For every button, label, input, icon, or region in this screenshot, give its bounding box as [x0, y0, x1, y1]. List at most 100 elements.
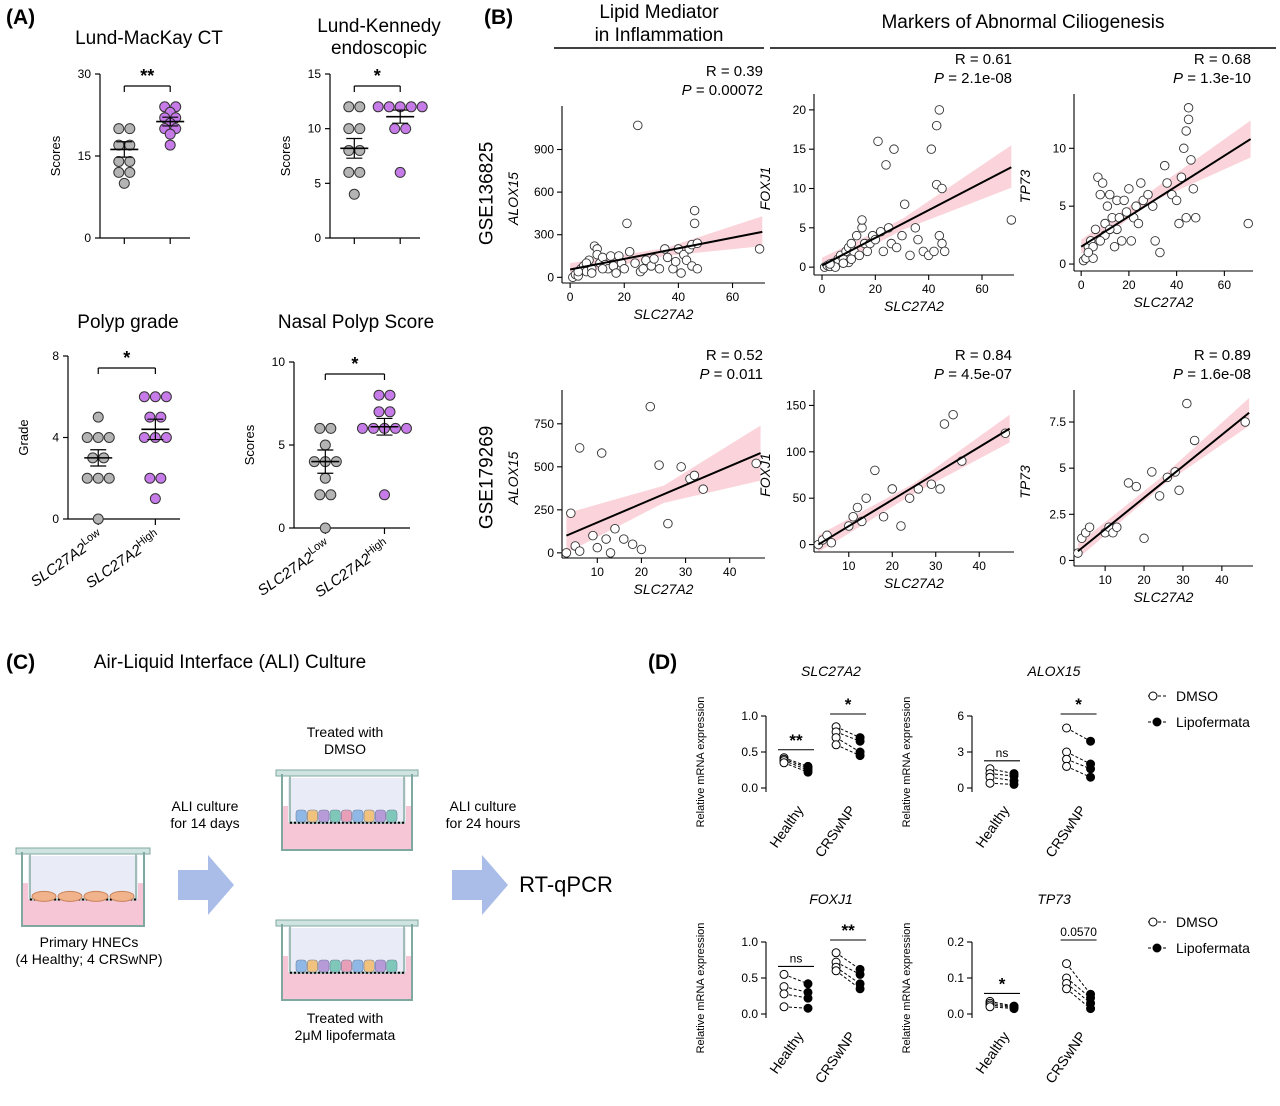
- y-tick-label: 250: [534, 503, 554, 517]
- data-point: [400, 422, 412, 434]
- r-value: R = 0.68: [1194, 51, 1251, 68]
- y-tick-label: 0: [278, 521, 285, 535]
- r-value: R = 0.89: [1194, 347, 1251, 364]
- data-point: [948, 409, 958, 420]
- plot-title: Nasal Polyp Score: [278, 312, 434, 333]
- data-point: [1183, 114, 1194, 125]
- y-axis-label: Relative mRNA expression: [901, 697, 913, 828]
- data-point: [1105, 189, 1115, 200]
- y-axis-label: FOXJ1: [757, 453, 773, 497]
- lipofermata-point: [803, 767, 813, 777]
- data-point: [319, 472, 331, 484]
- legend-lipo-marker: [1152, 717, 1162, 727]
- data-point: [935, 484, 945, 494]
- y-tick-label: 150: [786, 398, 806, 412]
- data-point: [1240, 417, 1250, 427]
- data-point: [149, 391, 161, 403]
- legend-dmso-label: DMSO: [1176, 688, 1218, 704]
- data-point: [870, 465, 880, 476]
- y-tick-label: 15: [308, 67, 322, 81]
- x-tick-label: 20: [869, 282, 883, 296]
- dmso-point: [985, 1002, 995, 1012]
- y-axis-label: TP73: [1017, 465, 1033, 499]
- y-tick-label: 0.1: [947, 971, 964, 985]
- legend-dmso-label: DMSO: [1176, 914, 1218, 930]
- x-tick-label: 40: [1170, 278, 1184, 292]
- scatter-B23: 0 2.5 5 7.5 10 20 30 40 SLC27A2 TP73 R = 0.89 P = 1…: [1017, 347, 1253, 605]
- dmso-point: [779, 989, 789, 999]
- data-point: [314, 489, 326, 501]
- x-axis-label: SLC27A2: [1134, 589, 1194, 605]
- pair-line: [1066, 977, 1091, 999]
- data-point: [905, 250, 915, 261]
- data-point: [1143, 189, 1153, 200]
- y-tick-label: 500: [534, 460, 554, 474]
- y-tick-label: 0: [957, 781, 964, 795]
- y-axis-label: ALOX15: [505, 172, 521, 226]
- data-point: [663, 518, 673, 529]
- plot-title: Lund-MacKay CT: [75, 28, 223, 49]
- data-point: [605, 548, 616, 558]
- lipofermata-point: [855, 751, 865, 761]
- header-lipid-mediator: Lipid Mediator in Inflammation: [554, 2, 764, 48]
- data-point: [343, 166, 355, 178]
- x-tick-label: 60: [1218, 278, 1232, 292]
- data-point: [670, 256, 681, 267]
- paired-plot-D3: FOXJ1 0.0 0.5 1.0 Relative mRNA expression ns…: [695, 891, 867, 1086]
- significance-label: *: [374, 66, 381, 86]
- significance-label: *: [351, 354, 358, 374]
- data-point: [645, 401, 656, 412]
- data-point: [636, 544, 647, 555]
- y-tick-label: 30: [78, 67, 92, 81]
- cell: [329, 959, 341, 973]
- panel-label-d: (D): [648, 651, 678, 674]
- data-point: [124, 166, 136, 178]
- data-point: [1123, 478, 1134, 488]
- regression-line: [821, 166, 1012, 267]
- lipofermata-point: [1009, 779, 1019, 789]
- data-point: [630, 258, 640, 268]
- lipofermata-point: [1086, 772, 1096, 782]
- plot-title: TP73: [1037, 891, 1071, 907]
- y-tick-label: 0: [1059, 553, 1066, 567]
- y-tick-label: 6: [957, 709, 964, 723]
- x-tick-label: 40: [1215, 573, 1229, 587]
- plot-title: Polyp grade: [77, 312, 178, 333]
- cell: [31, 890, 57, 902]
- data-point: [937, 183, 947, 194]
- y-tick-label: 15: [78, 149, 92, 163]
- y-tick-label: 5: [1059, 461, 1066, 475]
- step1-text: ALI culture for 14 days: [170, 798, 240, 831]
- dmso-point: [1062, 723, 1072, 733]
- cell: [352, 959, 364, 973]
- data-point: [124, 123, 136, 135]
- insert-rim: [15, 847, 151, 855]
- data-point: [862, 246, 873, 257]
- regression-line: [817, 427, 1011, 546]
- data-point: [1116, 236, 1127, 246]
- p-value: P = 1.6e-08: [1173, 366, 1251, 383]
- insert-rim: [275, 919, 419, 927]
- data-point: [103, 472, 115, 484]
- data-point: [934, 105, 945, 115]
- dmso-point: [779, 1002, 789, 1012]
- lipofermata-point: [855, 736, 865, 746]
- data-point: [354, 123, 366, 135]
- lipofermata-point: [1009, 1004, 1019, 1014]
- y-tick-label: 10: [272, 355, 286, 369]
- data-point: [846, 238, 857, 249]
- data-point: [384, 406, 396, 418]
- data-point: [155, 411, 167, 423]
- data-point: [619, 264, 630, 274]
- y-tick-label: 0.0: [741, 1007, 758, 1021]
- data-point: [1182, 398, 1192, 409]
- data-point: [144, 411, 156, 423]
- data-point: [372, 101, 384, 113]
- x-axis-label: SLC27A2: [884, 575, 944, 591]
- data-point: [689, 205, 700, 216]
- y-tick-label: 0.0: [741, 781, 758, 795]
- y-tick-label: 0: [799, 260, 806, 274]
- data-point: [939, 246, 950, 257]
- data-point: [389, 123, 401, 135]
- category-label: Healthy: [766, 803, 806, 851]
